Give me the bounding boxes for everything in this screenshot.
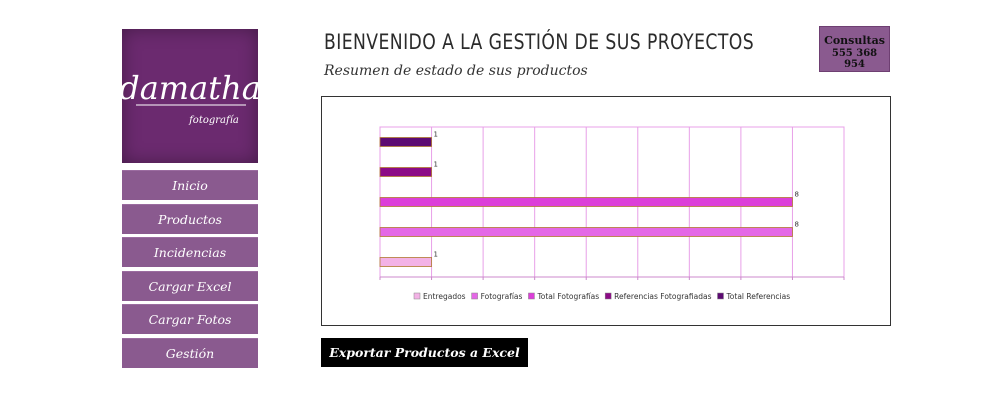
status-chart: 1 1 8 8 1 Entregados Fotografías Total Fotograf… [321,96,891,326]
legend-swatch [717,292,724,300]
legend-label: Total Fotografías [536,292,599,301]
bar-total-fotograf-as [379,197,793,207]
bar-value-label: 1 [434,131,438,139]
legend-label: Referencias Fotografiadas [614,292,711,301]
legend-label: Entregados [423,292,466,301]
logo-subtext: fotografía [188,115,239,126]
contact-phone: 555 368 954 [831,48,878,70]
sidebar-item-productos[interactable]: Productos [122,203,258,234]
legend-swatch [528,292,535,300]
bar-value-label: 1 [434,251,438,259]
legend-swatch [604,292,612,300]
bar-value-label: 8 [794,221,798,229]
logo-text: damatha [122,69,258,107]
logo-mark: damatha fotografía [122,69,258,126]
sidebar-item-cargar-excel[interactable]: Cargar Excel [122,270,258,301]
bar-referencias-fotografiadas [379,167,432,177]
page-subtitle: Resumen de estado de sus productos [324,63,588,79]
export-products-button[interactable]: Exportar Productos a Excel [321,338,528,367]
sidebar-item-gestion[interactable]: Gestión [122,337,258,368]
legend-label: Fotografías [481,292,523,301]
page-title: BIENVENIDO A LA GESTIÓN DE SUS PROYECTOS [324,30,755,54]
bar-value-label: 8 [794,191,798,199]
sidebar-item-inicio[interactable]: Inicio [122,170,258,200]
chart-svg: 1 1 8 8 1 Entregados Fotografías Total Fotograf… [379,126,845,301]
legend-swatch [471,292,478,300]
bar-fotograf-as [379,227,793,237]
legend-swatch [413,292,421,300]
contact-label: Consultas [824,34,885,47]
brand-logo[interactable]: damatha fotografía [122,29,258,163]
sidebar-item-incidencias[interactable]: Incidencias [122,237,258,268]
contact-box[interactable]: Consultas 555 368 954 [819,26,890,72]
sidebar-nav: Inicio Productos Incidencias Cargar Exce… [122,170,258,372]
bar-entregados [379,257,432,267]
sidebar-item-cargar-fotos[interactable]: Cargar Fotos [122,304,258,335]
bar-total-referencias [379,137,432,147]
legend-label: Total Referencias [726,292,791,301]
bar-value-label: 1 [434,161,438,169]
